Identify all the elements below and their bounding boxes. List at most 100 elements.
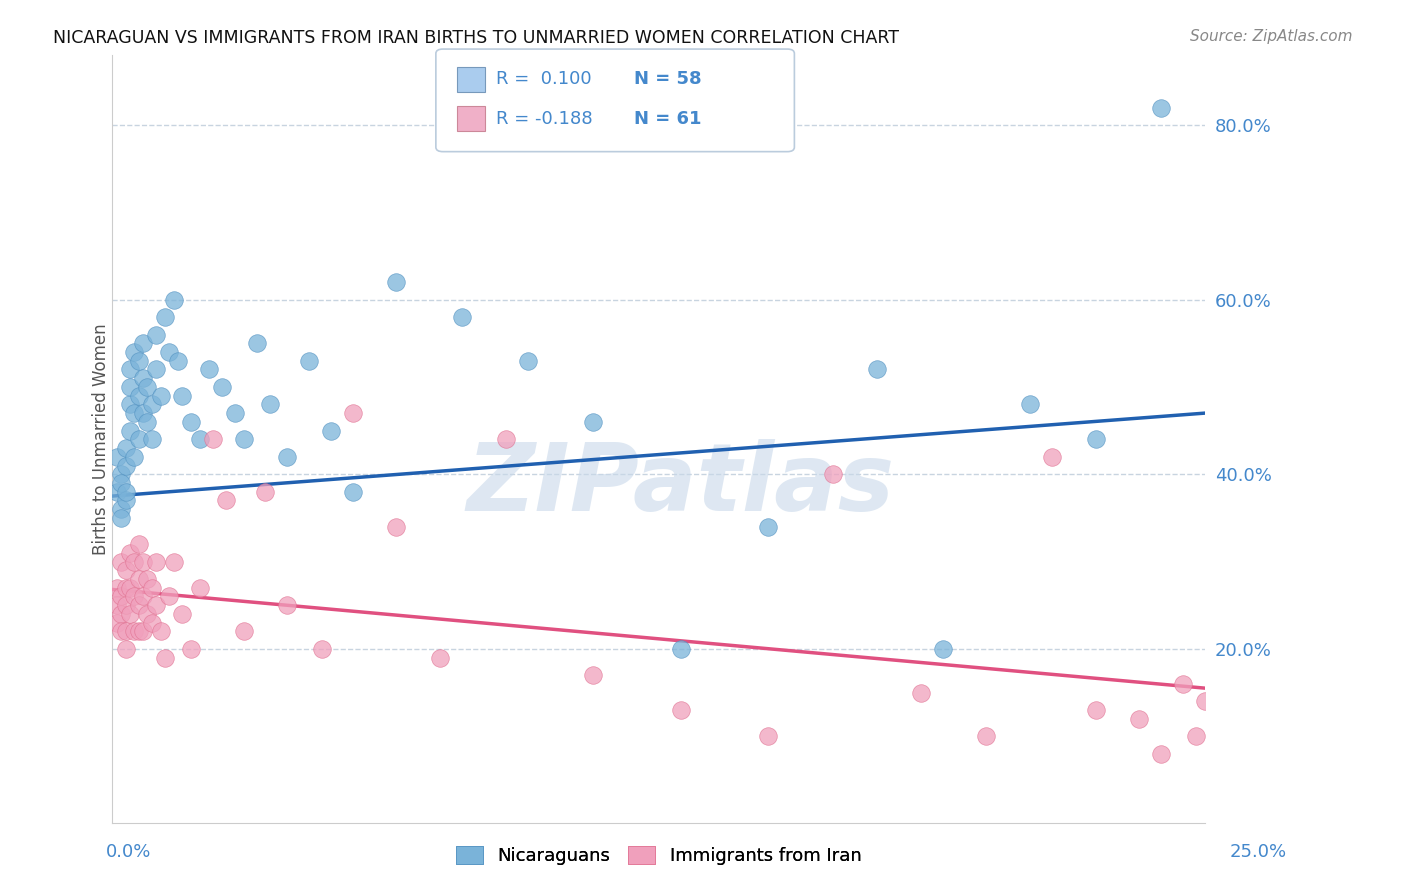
Point [669,703,692,717]
Point [172,607,194,621]
Point [823,467,845,482]
Point [132,336,155,351]
Point [153,650,176,665]
Point [167,353,190,368]
Point [118,424,141,438]
Point [114,598,136,612]
Point [276,598,298,612]
Point [145,327,167,342]
Legend: Nicaraguans, Immigrants from Iran: Nicaraguans, Immigrants from Iran [449,838,869,872]
Point [188,432,211,446]
Point [105,450,128,464]
Point [136,380,159,394]
Point [385,275,408,289]
Point [128,598,150,612]
Point [105,598,128,612]
Point [141,615,163,630]
Point [128,624,150,639]
Point [429,650,451,665]
Point [124,345,146,359]
Point [124,450,146,464]
Point [105,484,128,499]
Point [582,415,605,429]
Point [124,624,146,639]
Point [118,362,141,376]
Point [110,607,132,621]
Text: NICARAGUAN VS IMMIGRANTS FROM IRAN BIRTHS TO UNMARRIED WOMEN CORRELATION CHART: NICARAGUAN VS IMMIGRANTS FROM IRAN BIRTH… [53,29,900,46]
Point [157,590,180,604]
Point [141,581,163,595]
Point [128,353,150,368]
Point [495,432,517,446]
Point [132,590,155,604]
Point [976,729,998,743]
Point [298,353,321,368]
Text: Source: ZipAtlas.com: Source: ZipAtlas.com [1189,29,1353,44]
Point [128,537,150,551]
Point [342,406,364,420]
Point [110,555,132,569]
Text: N = 58: N = 58 [634,70,702,88]
Point [259,397,281,411]
Point [114,581,136,595]
Point [118,546,141,560]
Point [451,310,474,324]
Point [276,450,298,464]
Point [180,641,202,656]
Point [582,668,605,682]
Point [110,624,132,639]
Point [516,353,538,368]
Point [215,493,238,508]
Point [132,624,155,639]
Point [114,624,136,639]
Point [118,397,141,411]
Point [136,415,159,429]
Point [110,475,132,490]
Point [110,467,132,482]
Point [1194,694,1216,708]
Point [254,484,277,499]
Point [756,519,779,533]
Text: 25.0%: 25.0% [1229,843,1286,861]
Point [105,615,128,630]
Point [149,389,172,403]
Point [1171,677,1194,691]
Y-axis label: Births to Unmarried Women: Births to Unmarried Women [93,324,110,555]
Point [132,555,155,569]
Point [128,572,150,586]
Point [118,581,141,595]
Point [319,424,342,438]
Point [342,484,364,499]
Point [211,380,233,394]
Point [149,624,172,639]
Point [132,406,155,420]
Point [188,581,211,595]
Point [246,336,269,351]
Point [1084,432,1107,446]
Point [162,555,184,569]
Point [1185,729,1208,743]
Point [1084,703,1107,717]
Point [118,607,141,621]
Text: R = -0.188: R = -0.188 [496,110,593,128]
Point [114,458,136,473]
Point [145,362,167,376]
Point [114,484,136,499]
Text: ZIPatlas: ZIPatlas [467,440,894,532]
Point [756,729,779,743]
Point [201,432,224,446]
Point [110,511,132,525]
Point [114,441,136,455]
Point [910,685,932,699]
Point [1150,101,1173,115]
Point [141,432,163,446]
Point [385,519,408,533]
Point [669,641,692,656]
Point [180,415,202,429]
Point [311,641,333,656]
Point [153,310,176,324]
Point [128,389,150,403]
Point [162,293,184,307]
Point [132,371,155,385]
Point [1128,712,1150,726]
